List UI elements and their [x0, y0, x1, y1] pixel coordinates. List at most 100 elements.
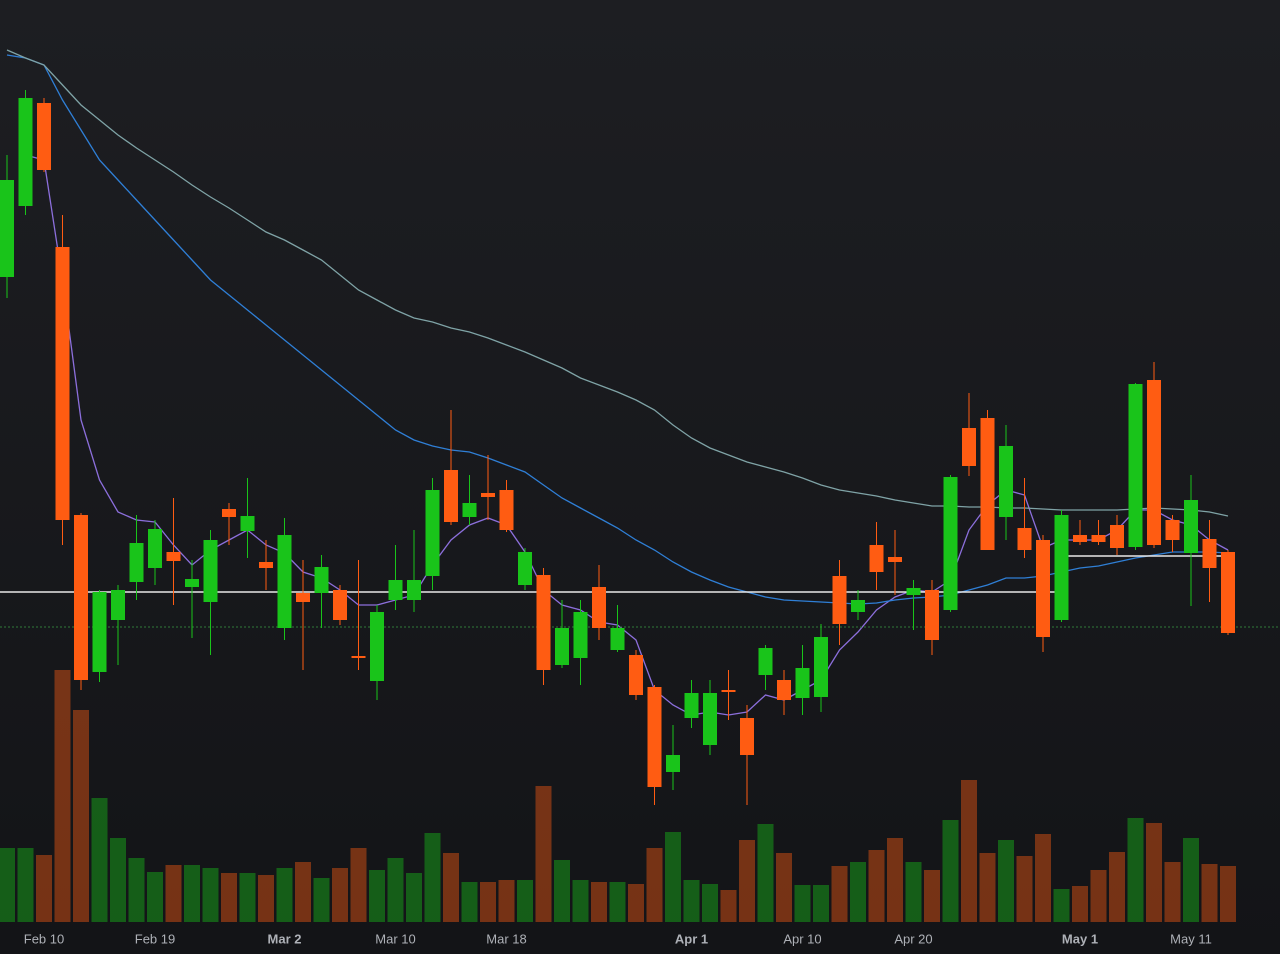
volume-bar [1164, 862, 1181, 922]
candle-body [203, 540, 218, 602]
candle-body [314, 567, 329, 593]
volume-bar [961, 780, 977, 922]
volume-bar [813, 885, 829, 922]
volume-bar [591, 882, 607, 922]
volume-bar [757, 824, 774, 922]
volume-bar [461, 882, 478, 922]
volume-bar [1146, 823, 1162, 922]
candle-body [222, 509, 236, 517]
volume-bar [868, 850, 885, 922]
volume-bar [1072, 886, 1088, 922]
volume-bar [739, 840, 755, 922]
candle-body [388, 580, 403, 600]
candle-body [148, 529, 162, 568]
volume-bar [1109, 852, 1125, 922]
volume-bar [239, 873, 256, 922]
candle-body [370, 612, 384, 681]
candle-body [1017, 528, 1032, 550]
x-tick-label: Feb 19 [135, 931, 175, 946]
candle-body [943, 477, 958, 610]
volume-bar [350, 848, 367, 922]
volume-bar [979, 853, 996, 922]
volume-bar [665, 832, 681, 922]
candle-body [925, 590, 939, 640]
volume-bar [905, 862, 922, 922]
volume-bar [831, 866, 848, 922]
candle-body [592, 587, 606, 628]
candle-body [536, 575, 551, 670]
x-tick-label: Apr 1 [675, 931, 708, 946]
volume-bar [1035, 834, 1051, 922]
volume-bar [942, 820, 959, 922]
candle-body [610, 628, 625, 650]
volume-bar [184, 865, 200, 922]
candle-body [906, 588, 921, 595]
volume-bar [924, 870, 940, 922]
x-tick-label: Apr 10 [783, 931, 821, 946]
candle-body [573, 612, 588, 658]
candle-body [259, 562, 273, 568]
volume-bar [0, 848, 15, 922]
volume-bar [313, 878, 330, 922]
x-tick-label: May 11 [1170, 931, 1212, 946]
volume-bar [1127, 818, 1144, 922]
candle-body [55, 247, 70, 520]
volume-bar [776, 853, 792, 922]
x-tick-label: Mar 10 [375, 931, 415, 946]
volume-bar [480, 882, 496, 922]
candle-body [1073, 535, 1087, 542]
candle-body [721, 690, 736, 692]
candle-body [129, 543, 144, 582]
candle-body [555, 628, 569, 665]
candle-body [666, 755, 680, 772]
volume-bar [165, 865, 182, 922]
candle-body [758, 648, 773, 675]
volume-bar [369, 870, 385, 922]
candle-body [1054, 515, 1069, 620]
candle-body [869, 545, 884, 572]
volume-bar [91, 798, 108, 922]
volume-bar [276, 868, 293, 922]
volume-bar [1201, 864, 1218, 922]
candle-body [351, 656, 366, 658]
moving-average [6, 54, 1229, 605]
candle-body [166, 552, 181, 561]
candle-body [999, 446, 1013, 517]
candle-body [1221, 552, 1235, 633]
candle-body [0, 180, 14, 277]
candle-body [888, 557, 902, 562]
candle-body [1184, 500, 1198, 553]
candle-body [1091, 535, 1106, 542]
volume-bar [794, 885, 811, 922]
volume-bar [1053, 889, 1070, 922]
volume-bar [73, 710, 89, 922]
candle-body [481, 493, 495, 497]
volume-bar [628, 884, 644, 922]
x-tick-label: Apr 20 [894, 931, 932, 946]
candle-body [37, 103, 51, 170]
candle-body [980, 418, 995, 550]
volume-bar [683, 880, 700, 922]
volume-bar [387, 858, 404, 922]
volume-bar [1016, 856, 1033, 922]
candle-body [296, 593, 310, 602]
volume-bar [443, 853, 459, 922]
candle-body [18, 98, 33, 206]
volume-bar [424, 833, 441, 922]
volume-bar [110, 838, 126, 922]
volume-bar [147, 872, 163, 922]
volume-bar [295, 862, 311, 922]
volume-bar [36, 855, 52, 922]
volume-bar [887, 838, 903, 922]
candle-body [74, 515, 88, 680]
moving-average [25, 154, 1229, 716]
volume-bar [17, 848, 34, 922]
candle-body [851, 600, 865, 612]
volume-bar [221, 873, 237, 922]
candle-body [425, 490, 440, 576]
x-tick-label: Mar 2 [268, 931, 302, 946]
candle-body [740, 718, 754, 755]
x-tick-label: May 1 [1062, 931, 1098, 946]
volume-bar [535, 786, 552, 922]
